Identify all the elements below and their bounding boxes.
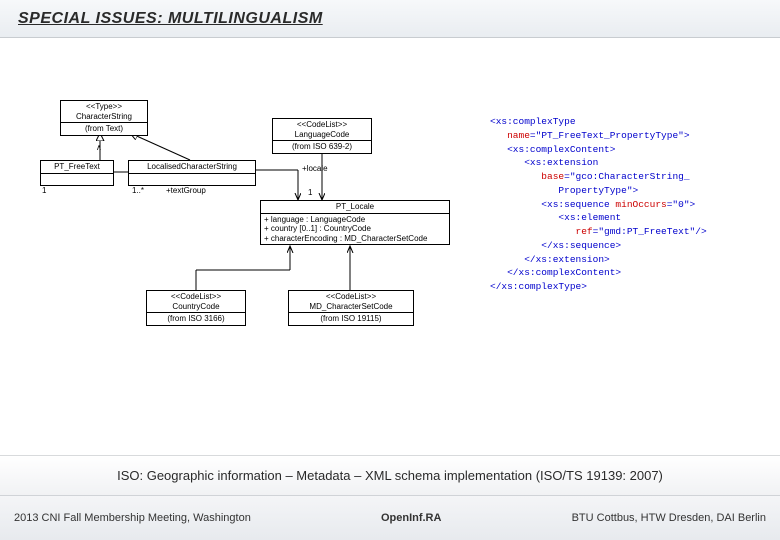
stereo: <<CodeList>> xyxy=(297,120,347,129)
xml-line: </xs:complexContent> xyxy=(490,267,621,278)
name: LanguageCode xyxy=(295,130,350,139)
box-localised-string: LocalisedCharacterString xyxy=(128,160,256,186)
xml-line: <xs:complexType xyxy=(490,116,576,127)
role-label: +locale xyxy=(302,164,328,173)
mult-label: 1..* xyxy=(132,186,144,195)
role-label: +textGroup xyxy=(166,186,206,195)
xml-line: PropertyType"> xyxy=(490,185,638,196)
name: CharacterString xyxy=(76,112,132,121)
xml-attr: minOccurs xyxy=(615,199,666,210)
from: (from ISO 639-2) xyxy=(292,142,352,151)
uml-diagram: ∧ <<Type>>CharacterString (from Text) PT… xyxy=(40,100,470,380)
from: (from Text) xyxy=(85,124,123,133)
xml-line: ="gmd:PT_FreeText"/> xyxy=(593,226,707,237)
stereo: <<Type>> xyxy=(86,102,122,111)
svg-text:∧: ∧ xyxy=(96,143,102,152)
name: PT_Locale xyxy=(336,202,374,211)
footer-left: 2013 CNI Fall Membership Meeting, Washin… xyxy=(14,512,251,524)
name: LocalisedCharacterString xyxy=(147,162,237,171)
xml-attr: ref xyxy=(490,226,593,237)
box-character-set-code: <<CodeList>>MD_CharacterSetCode (from IS… xyxy=(288,290,414,326)
xml-schema-snippet: <xs:complexType name="PT_FreeText_Proper… xyxy=(490,115,770,294)
mult-label: 1 xyxy=(308,188,312,197)
xml-line: <xs:complexContent> xyxy=(490,144,615,155)
slide-footer: 2013 CNI Fall Membership Meeting, Washin… xyxy=(0,495,780,540)
footer-right: BTU Cottbus, HTW Dresden, DAI Berlin xyxy=(572,512,766,524)
mult-label: 1 xyxy=(42,186,46,195)
name: CountryCode xyxy=(172,302,219,311)
xml-line: <xs:extension xyxy=(490,157,598,168)
from: (from ISO 19115) xyxy=(320,314,381,323)
box-pt-freetext: PT_FreeText xyxy=(40,160,114,186)
box-language-code: <<CodeList>>LanguageCode (from ISO 639-2… xyxy=(272,118,372,154)
attr: + country [0..1] : CountryCode xyxy=(264,224,371,233)
caption-text: ISO: Geographic information – Metadata –… xyxy=(117,468,663,483)
xml-line: </xs:sequence> xyxy=(490,240,621,251)
stereo: <<CodeList>> xyxy=(171,292,221,301)
name: MD_CharacterSetCode xyxy=(309,302,392,311)
box-character-string: <<Type>>CharacterString (from Text) xyxy=(60,100,148,136)
xml-line: <xs:element xyxy=(490,212,621,223)
from: (from ISO 3166) xyxy=(167,314,224,323)
box-pt-locale: PT_Locale + language : LanguageCode + co… xyxy=(260,200,450,245)
slide-header: SPECIAL ISSUES: MULTILINGUALISM xyxy=(0,0,780,38)
xml-line: ="gco:CharacterString_ xyxy=(564,171,689,182)
xml-attr: base xyxy=(490,171,564,182)
footer-center: OpenInf.RA xyxy=(381,512,442,524)
stereo: <<CodeList>> xyxy=(326,292,376,301)
xml-line: ="PT_FreeText_PropertyType"> xyxy=(530,130,690,141)
xml-line: </xs:complexType> xyxy=(490,281,587,292)
xml-line: <xs:sequence xyxy=(490,199,615,210)
caption-bar: ISO: Geographic information – Metadata –… xyxy=(0,455,780,495)
xml-line: </xs:extension> xyxy=(490,254,610,265)
name: PT_FreeText xyxy=(54,162,100,171)
xml-line: ="0"> xyxy=(667,199,696,210)
box-country-code: <<CodeList>>CountryCode (from ISO 3166) xyxy=(146,290,246,326)
attr: + characterEncoding : MD_CharacterSetCod… xyxy=(264,234,427,243)
attr: + language : LanguageCode xyxy=(264,215,365,224)
xml-attr: name xyxy=(490,130,530,141)
page-title: SPECIAL ISSUES: MULTILINGUALISM xyxy=(18,10,323,28)
